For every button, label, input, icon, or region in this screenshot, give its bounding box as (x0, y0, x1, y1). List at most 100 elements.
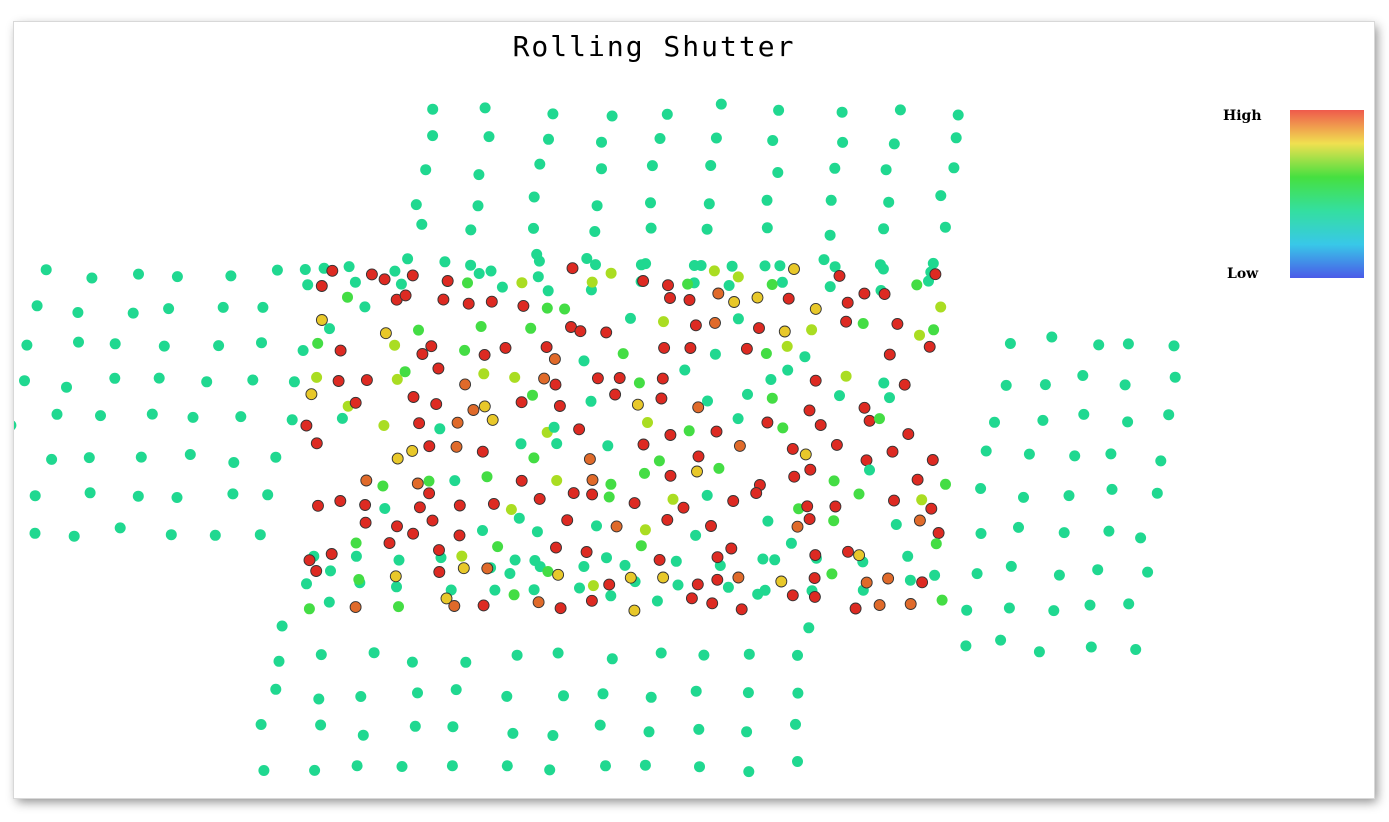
scatter-point-446 (551, 475, 563, 486)
scatter-point-66 (483, 131, 495, 143)
scatter-point-401 (434, 423, 446, 435)
scatter-point-37 (135, 451, 147, 463)
scatter-point-346 (709, 348, 721, 360)
scatter-point-576 (904, 598, 917, 610)
scatter-point-138 (1106, 483, 1118, 495)
scatter-point-153 (1084, 599, 1096, 611)
scatter-point-447 (586, 474, 599, 486)
scatter-point-568 (685, 592, 698, 605)
scatter-point-511 (383, 537, 396, 550)
scatter-point-174 (270, 683, 282, 695)
scatter-point-433 (786, 442, 799, 455)
scatter-point-409 (683, 425, 695, 437)
scatter-point-573 (808, 590, 821, 603)
scatter-point-546 (732, 571, 745, 584)
scatter-point-509 (325, 548, 338, 560)
scatter-point-318 (600, 326, 613, 339)
scatter-point-45 (171, 492, 183, 503)
scatter-point-137 (1063, 490, 1075, 502)
colorbar (1290, 110, 1364, 278)
scatter-point-43 (84, 487, 96, 499)
scatter-point-494 (561, 514, 574, 527)
scatter-point-84 (948, 162, 960, 174)
scatter-point-524 (757, 553, 769, 565)
scatter-point-93 (883, 196, 895, 208)
scatter-point-556 (349, 601, 362, 614)
scatter-point-33 (286, 414, 298, 426)
scatter-point-158 (1085, 641, 1097, 653)
scatter-point-550 (860, 576, 873, 589)
scatter-point-429 (637, 438, 650, 451)
scatter-point-477 (727, 495, 740, 507)
scatter-point-172 (743, 648, 755, 660)
scatter-point-381 (478, 400, 491, 413)
chart-frame: Rolling Shutter High Low (14, 22, 1374, 798)
scatter-point-380 (467, 404, 480, 416)
scatter-point-78 (596, 163, 607, 175)
scatter-point-183 (690, 685, 702, 697)
scatter-point-124 (1169, 371, 1181, 383)
scatter-point-225 (349, 276, 361, 288)
scatter-point-504 (828, 515, 840, 527)
scatter-point-470 (567, 487, 580, 500)
scatter-point-402 (451, 416, 464, 429)
scatter-point-368 (679, 364, 691, 376)
scatter-point-51 (114, 522, 126, 534)
scatter-point-188 (357, 729, 369, 741)
scatter-point-306 (841, 296, 854, 309)
scatter-point-149 (1142, 566, 1154, 578)
scatter-point-60 (715, 98, 727, 110)
scatter-point-148 (1092, 564, 1104, 576)
scatter-point-277 (586, 276, 598, 288)
scatter-point-214 (485, 265, 497, 277)
scatter-point-416 (874, 413, 885, 425)
scatter-point-282 (708, 265, 720, 277)
scatter-point-367 (656, 372, 669, 385)
scatter-point-171 (698, 649, 710, 661)
scatter-point-10 (163, 303, 175, 315)
scatter-point-136 (1018, 491, 1029, 503)
scatter-point-112 (818, 254, 830, 266)
scatter-point-540 (587, 580, 599, 592)
scatter-point-420 (406, 444, 419, 457)
scatter-point-206 (639, 759, 651, 771)
scatter-point-382 (515, 396, 528, 409)
scatter-point-283 (732, 271, 744, 283)
scatter-point-9 (127, 307, 139, 319)
scatter-point-388 (655, 392, 668, 405)
scatter-point-266 (315, 280, 328, 292)
scatter-point-27 (14, 420, 17, 430)
scatter-point-292 (399, 289, 412, 302)
scatter-point-297 (541, 302, 553, 314)
scatter-point-342 (578, 355, 590, 367)
scatter-point-349 (781, 340, 793, 352)
scatter-point-481 (829, 500, 842, 513)
scatter-point-475 (677, 501, 690, 514)
scatter-point-269 (378, 273, 391, 286)
scatter-point-13 (21, 339, 33, 351)
scatter-point-285 (788, 263, 800, 276)
scatter-point-255 (445, 584, 457, 596)
scatter-point-101 (761, 222, 773, 234)
scatter-point-461 (334, 495, 347, 507)
scatter-point-517 (550, 541, 562, 554)
scatter-point-450 (664, 469, 677, 482)
scatter-point-311 (324, 323, 335, 335)
chart-title: Rolling Shutter (512, 30, 796, 63)
scatter-plot (14, 98, 1364, 778)
scatter-point-392 (766, 392, 778, 404)
scatter-point-357 (399, 366, 411, 378)
scatter-point-211 (343, 261, 355, 273)
scatter-point-91 (761, 194, 773, 206)
scatter-point-92 (825, 194, 837, 206)
scatter-point-490 (453, 529, 466, 542)
scatter-point-421 (423, 440, 436, 453)
scatter-point-97 (528, 222, 539, 234)
scatter-point-363 (549, 378, 562, 391)
scatter-point-442 (423, 475, 435, 487)
scatter-point-157 (1033, 646, 1045, 658)
scatter-point-378 (407, 391, 420, 403)
scatter-point-146 (1005, 560, 1017, 572)
scatter-point-415 (863, 414, 876, 427)
scatter-point-356 (391, 373, 403, 385)
